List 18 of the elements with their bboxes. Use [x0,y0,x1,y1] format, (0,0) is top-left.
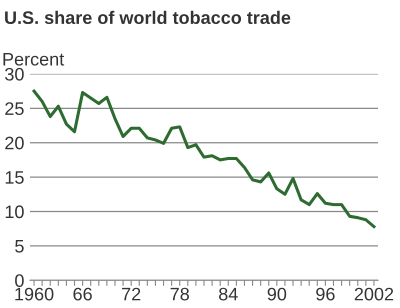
x-tick-label: 96 [316,288,335,300]
x-tick-label: 66 [73,288,92,300]
x-tick-label: 2002 [354,288,394,300]
y-tick-label: 10 [6,205,24,218]
y-tick-label: 5 [15,240,24,253]
y-tick-label: 25 [5,102,24,116]
x-tick-label: 90 [268,288,286,300]
y-tick-label: 20 [5,136,24,150]
chart-title: U.S. share of world tobacco trade [5,10,290,24]
line-series [32,90,376,228]
x-tick-label: 84 [219,288,238,300]
y-tick-label: 15 [6,171,24,184]
x-tick-label: 72 [122,288,140,300]
y-axis-title: Percent [3,53,64,66]
y-tick-label: 30 [5,68,24,81]
x-tick-label: 1960 [15,288,54,300]
x-tick-label: 78 [170,288,189,300]
y-tick-label: 0 [15,274,24,287]
